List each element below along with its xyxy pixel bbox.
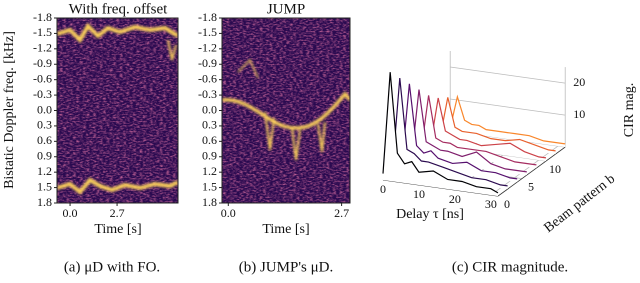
y-tick-label: -1.2 xyxy=(198,41,217,55)
y-axis-label: Bistatic Doppler freq. [kHz] xyxy=(2,31,17,189)
y-tick-label: 0.9 xyxy=(37,149,52,163)
cir-line xyxy=(401,83,518,180)
x-axis-label: Time [s] xyxy=(262,222,309,237)
z-tick-label: 10 xyxy=(573,107,585,121)
caption: (b) JUMP's μD. xyxy=(239,259,334,275)
y-tick-label: -0.3 xyxy=(33,87,52,101)
z-tick-label: 20 xyxy=(573,75,585,89)
x-tick-label: 20 xyxy=(449,192,461,206)
y-tick-label: -0.9 xyxy=(198,56,217,70)
y-tick-label: 1.2 xyxy=(37,164,52,178)
cir-line xyxy=(449,94,566,145)
cir-line xyxy=(440,97,556,152)
curve-fill xyxy=(421,95,537,169)
x-tick-label: 0.0 xyxy=(221,206,236,220)
y-tick-label: 0.9 xyxy=(202,149,217,163)
caption: (a) μD with FO. xyxy=(64,259,160,275)
cir-line xyxy=(420,95,537,166)
curve-fill xyxy=(411,89,527,176)
curve-fill xyxy=(383,72,498,197)
y-tick-label: 0 xyxy=(504,197,510,211)
y-tick-label: -0.6 xyxy=(198,71,217,85)
y-tick-label: -1.2 xyxy=(33,41,52,55)
x-tick-label: 10 xyxy=(413,187,425,201)
x-tick-label: 0.0 xyxy=(63,206,78,220)
spectrogram xyxy=(57,18,178,203)
caption: (c) CIR magnitude. xyxy=(452,259,568,275)
y-tick-label: -1.8 xyxy=(33,10,52,24)
grid-line xyxy=(450,66,566,84)
y-axis-label: Beam pattern b xyxy=(542,172,619,236)
x-tick-label: 2.7 xyxy=(110,206,125,220)
y-tick-label: 0.0 xyxy=(202,102,217,116)
x-tick-label: 2.7 xyxy=(334,206,349,220)
cir-line xyxy=(382,72,499,194)
y-tick-label: 0.3 xyxy=(202,118,217,132)
x-axis-label: Time [s] xyxy=(94,222,141,237)
y-tick-label: 0.6 xyxy=(37,133,52,147)
y-tick-label: -1.5 xyxy=(198,25,217,39)
panel-title: JUMP xyxy=(267,1,305,17)
curve-fill xyxy=(440,97,556,155)
y-tick-label: -0.3 xyxy=(198,87,217,101)
y-tick-label: 1.5 xyxy=(202,179,217,193)
z-axis-label: CIR mag. xyxy=(622,83,637,137)
cir-line xyxy=(411,89,527,173)
cir-line xyxy=(392,77,508,187)
axis-line xyxy=(497,146,566,197)
y-tick-label: 0.6 xyxy=(202,133,217,147)
grid-line xyxy=(450,98,566,116)
curve-fill xyxy=(431,98,546,162)
cir-line xyxy=(430,97,547,159)
x-axis-label: Delay τ [ns] xyxy=(396,207,464,222)
y-tick-label: 5 xyxy=(528,179,534,193)
x-tick-label: 0 xyxy=(380,182,386,196)
y-tick-label: 0.0 xyxy=(37,102,52,116)
y-tick-label: 1.8 xyxy=(202,195,217,209)
x-tick-label: 30 xyxy=(485,197,497,211)
panel-title: With freq. offset xyxy=(69,1,169,17)
y-tick-label: 1.5 xyxy=(37,179,52,193)
y-tick-label: -1.5 xyxy=(33,25,52,39)
y-tick-label: 1.2 xyxy=(202,164,217,178)
y-tick-label: -0.6 xyxy=(33,71,52,85)
y-tick-label: 1.8 xyxy=(37,195,52,209)
y-tick-label: -0.9 xyxy=(33,56,52,70)
spectrogram xyxy=(222,18,350,203)
y-tick-label: -1.8 xyxy=(198,10,217,24)
y-tick-label: 0.3 xyxy=(37,118,52,132)
curve-fill xyxy=(402,83,518,183)
y-tick-label: 10 xyxy=(549,162,561,176)
